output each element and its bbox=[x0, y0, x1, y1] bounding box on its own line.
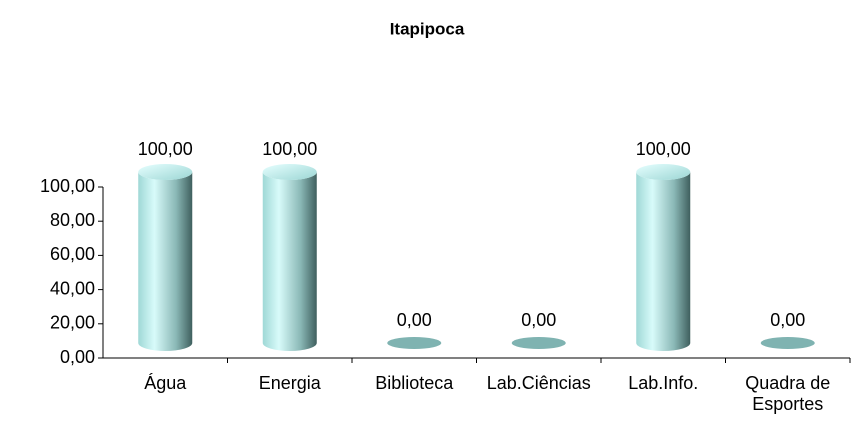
bar-top bbox=[636, 164, 691, 180]
bar bbox=[511, 337, 566, 349]
bar-top bbox=[138, 164, 193, 180]
y-tick-label: 100,00 bbox=[40, 176, 95, 196]
value-label: 0,00 bbox=[397, 310, 432, 330]
bar bbox=[387, 337, 442, 349]
x-tick-label: Quadra de Esportes bbox=[745, 373, 831, 414]
bar bbox=[636, 172, 691, 351]
y-tick-label: 20,00 bbox=[50, 313, 95, 333]
bar-top bbox=[262, 164, 317, 180]
x-tick-label: Energia bbox=[258, 373, 321, 393]
x-tick-label: Biblioteca bbox=[375, 373, 454, 393]
y-tick-label: 0,00 bbox=[60, 347, 95, 367]
value-label: 100,00 bbox=[636, 139, 691, 159]
bar bbox=[138, 172, 193, 351]
bar bbox=[760, 337, 815, 349]
y-tick-label: 80,00 bbox=[50, 210, 95, 230]
x-tick-label: Água bbox=[144, 373, 187, 393]
x-tick-label: Lab.Info. bbox=[628, 373, 699, 393]
value-label: 0,00 bbox=[770, 310, 805, 330]
value-label: 0,00 bbox=[521, 310, 556, 330]
x-tick-label: Lab.Ciências bbox=[486, 373, 591, 393]
bar bbox=[262, 172, 317, 351]
value-label: 100,00 bbox=[138, 139, 193, 159]
chart-title: Itapipoca bbox=[390, 19, 465, 38]
value-label: 100,00 bbox=[262, 139, 317, 159]
y-tick-label: 60,00 bbox=[50, 244, 95, 264]
y-tick-label: 40,00 bbox=[50, 278, 95, 298]
